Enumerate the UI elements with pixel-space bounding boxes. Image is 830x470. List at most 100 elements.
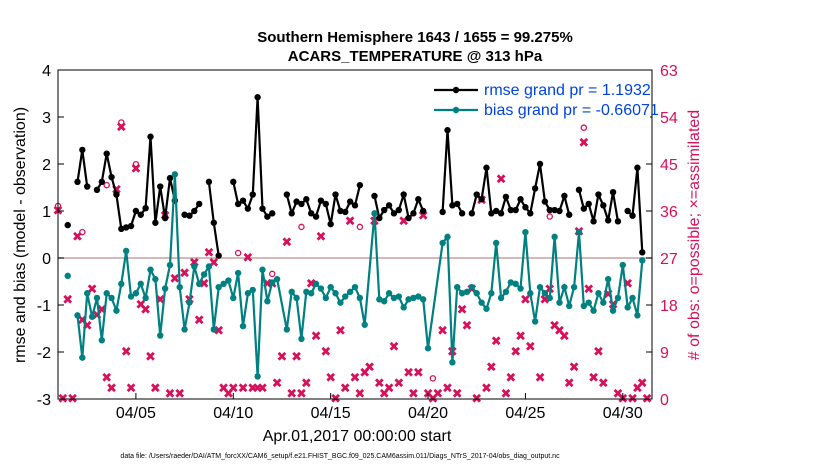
bias-point [122,247,130,255]
rmse-point [449,202,456,209]
bias-point [113,307,120,314]
rmse-point [191,207,198,215]
rmse-point [210,219,218,226]
bias-point [346,288,354,296]
rmse-point [609,189,617,196]
rmse-point [288,210,295,217]
rmse-point [234,200,242,208]
bias-point [317,285,325,292]
obs-assimilated-marker: ✖ [393,376,404,391]
rmse-point [98,178,106,186]
obs-assimilated-marker: ✖ [135,298,146,313]
bias-point [137,280,144,288]
obs-possible-marker [546,213,554,220]
obs-assimilated-marker: ✖ [320,345,331,360]
obs-assimilated-marker: ✖ [62,293,73,308]
rmse-point [634,164,641,171]
rmse-point [541,198,549,205]
obs-possible-marker [298,223,305,231]
obs-assimilated-marker: ✖ [535,371,546,386]
obs-assimilated-marker: ✖ [539,293,550,308]
y-right-tick-label: 36 [660,204,678,221]
bias-point [93,294,101,302]
rmse-point [166,174,174,182]
obs-assimilated-marker: ✖ [335,324,346,339]
bias-point [400,304,407,311]
rmse-point [118,225,125,233]
rmse-point [244,205,252,212]
rmse-point [614,218,622,225]
obs-assimilated-marker: ✖ [520,293,531,308]
bias-point [488,290,495,297]
y-tick-label: 0 [42,251,51,268]
obs-assimilated-marker: ✖ [559,329,570,344]
obs-assimilated-marker: ✖ [72,230,83,245]
bias-point [463,288,471,296]
rmse-point [152,219,159,226]
rmse-point [415,196,422,203]
bias-point [244,290,252,297]
bias-point [181,326,188,333]
bias-point [147,266,154,273]
rmse-point [322,200,329,208]
bias-point [171,171,179,178]
obs-assimilated-marker: ✖ [116,120,127,135]
rmse-point [269,210,276,217]
rmse-point [79,146,86,154]
obs-assimilated-marker: ✖ [296,387,307,402]
bias-point [103,290,110,297]
rmse-point [303,196,310,203]
rmse-point [376,214,383,222]
bias-point [230,294,237,302]
rmse-point [186,212,193,219]
rmse-point [536,160,544,168]
obs-assimilated-marker: ✖ [403,366,414,381]
bias-point [492,239,500,247]
obs-assimilated-marker: ✖ [554,324,565,339]
obs-assimilated-marker: ✖ [398,214,409,229]
bias-point [444,233,451,241]
bias-point [609,307,617,314]
rmse-point [381,206,388,214]
bias-point [176,283,183,291]
rmse-point [103,150,110,157]
bias-point [303,288,310,296]
rmse-point [575,186,583,194]
rmse-point [512,206,519,214]
legend-bias-marker [452,106,460,114]
rmse-point [502,193,510,201]
bias-point [507,279,515,286]
rmse-point [419,207,427,215]
bias-point [283,326,291,333]
bias-point [541,290,549,297]
obs-assimilated-marker: ✖ [145,350,156,365]
y-axis-label: rmse and bias (model - observation) [12,107,29,363]
obs-assimilated-marker: ✖ [491,335,502,350]
bias-point [249,286,256,294]
obs-assimilated-marker: ✖ [637,376,648,391]
bias-point [634,312,641,319]
rmse-point [546,206,553,214]
obs-assimilated-marker: ✖ [223,387,234,402]
obs-assimilated-marker: ✖ [286,387,297,402]
bias-point [546,294,553,302]
rmse-point [254,94,261,101]
rmse-point [195,200,203,208]
obs-assimilated-marker: ✖ [218,382,229,397]
bias-point [239,322,247,330]
obs-assimilated-marker: ✖ [549,319,560,334]
bias-point [191,263,198,270]
rmse-point [327,220,334,228]
bias-point [600,299,607,306]
y-tick-label: -1 [37,298,51,315]
bias-point [132,290,140,297]
bias-point [259,266,266,273]
obs-assimilated-marker: ✖ [126,382,137,397]
bias-point [186,299,193,306]
obs-assimilated-marker: ✖ [345,214,356,229]
rmse-point [492,207,500,215]
rmse-point [157,183,164,190]
y-right-tick-label: 18 [660,298,678,315]
bias-point [517,285,524,292]
bias-point [74,312,81,319]
